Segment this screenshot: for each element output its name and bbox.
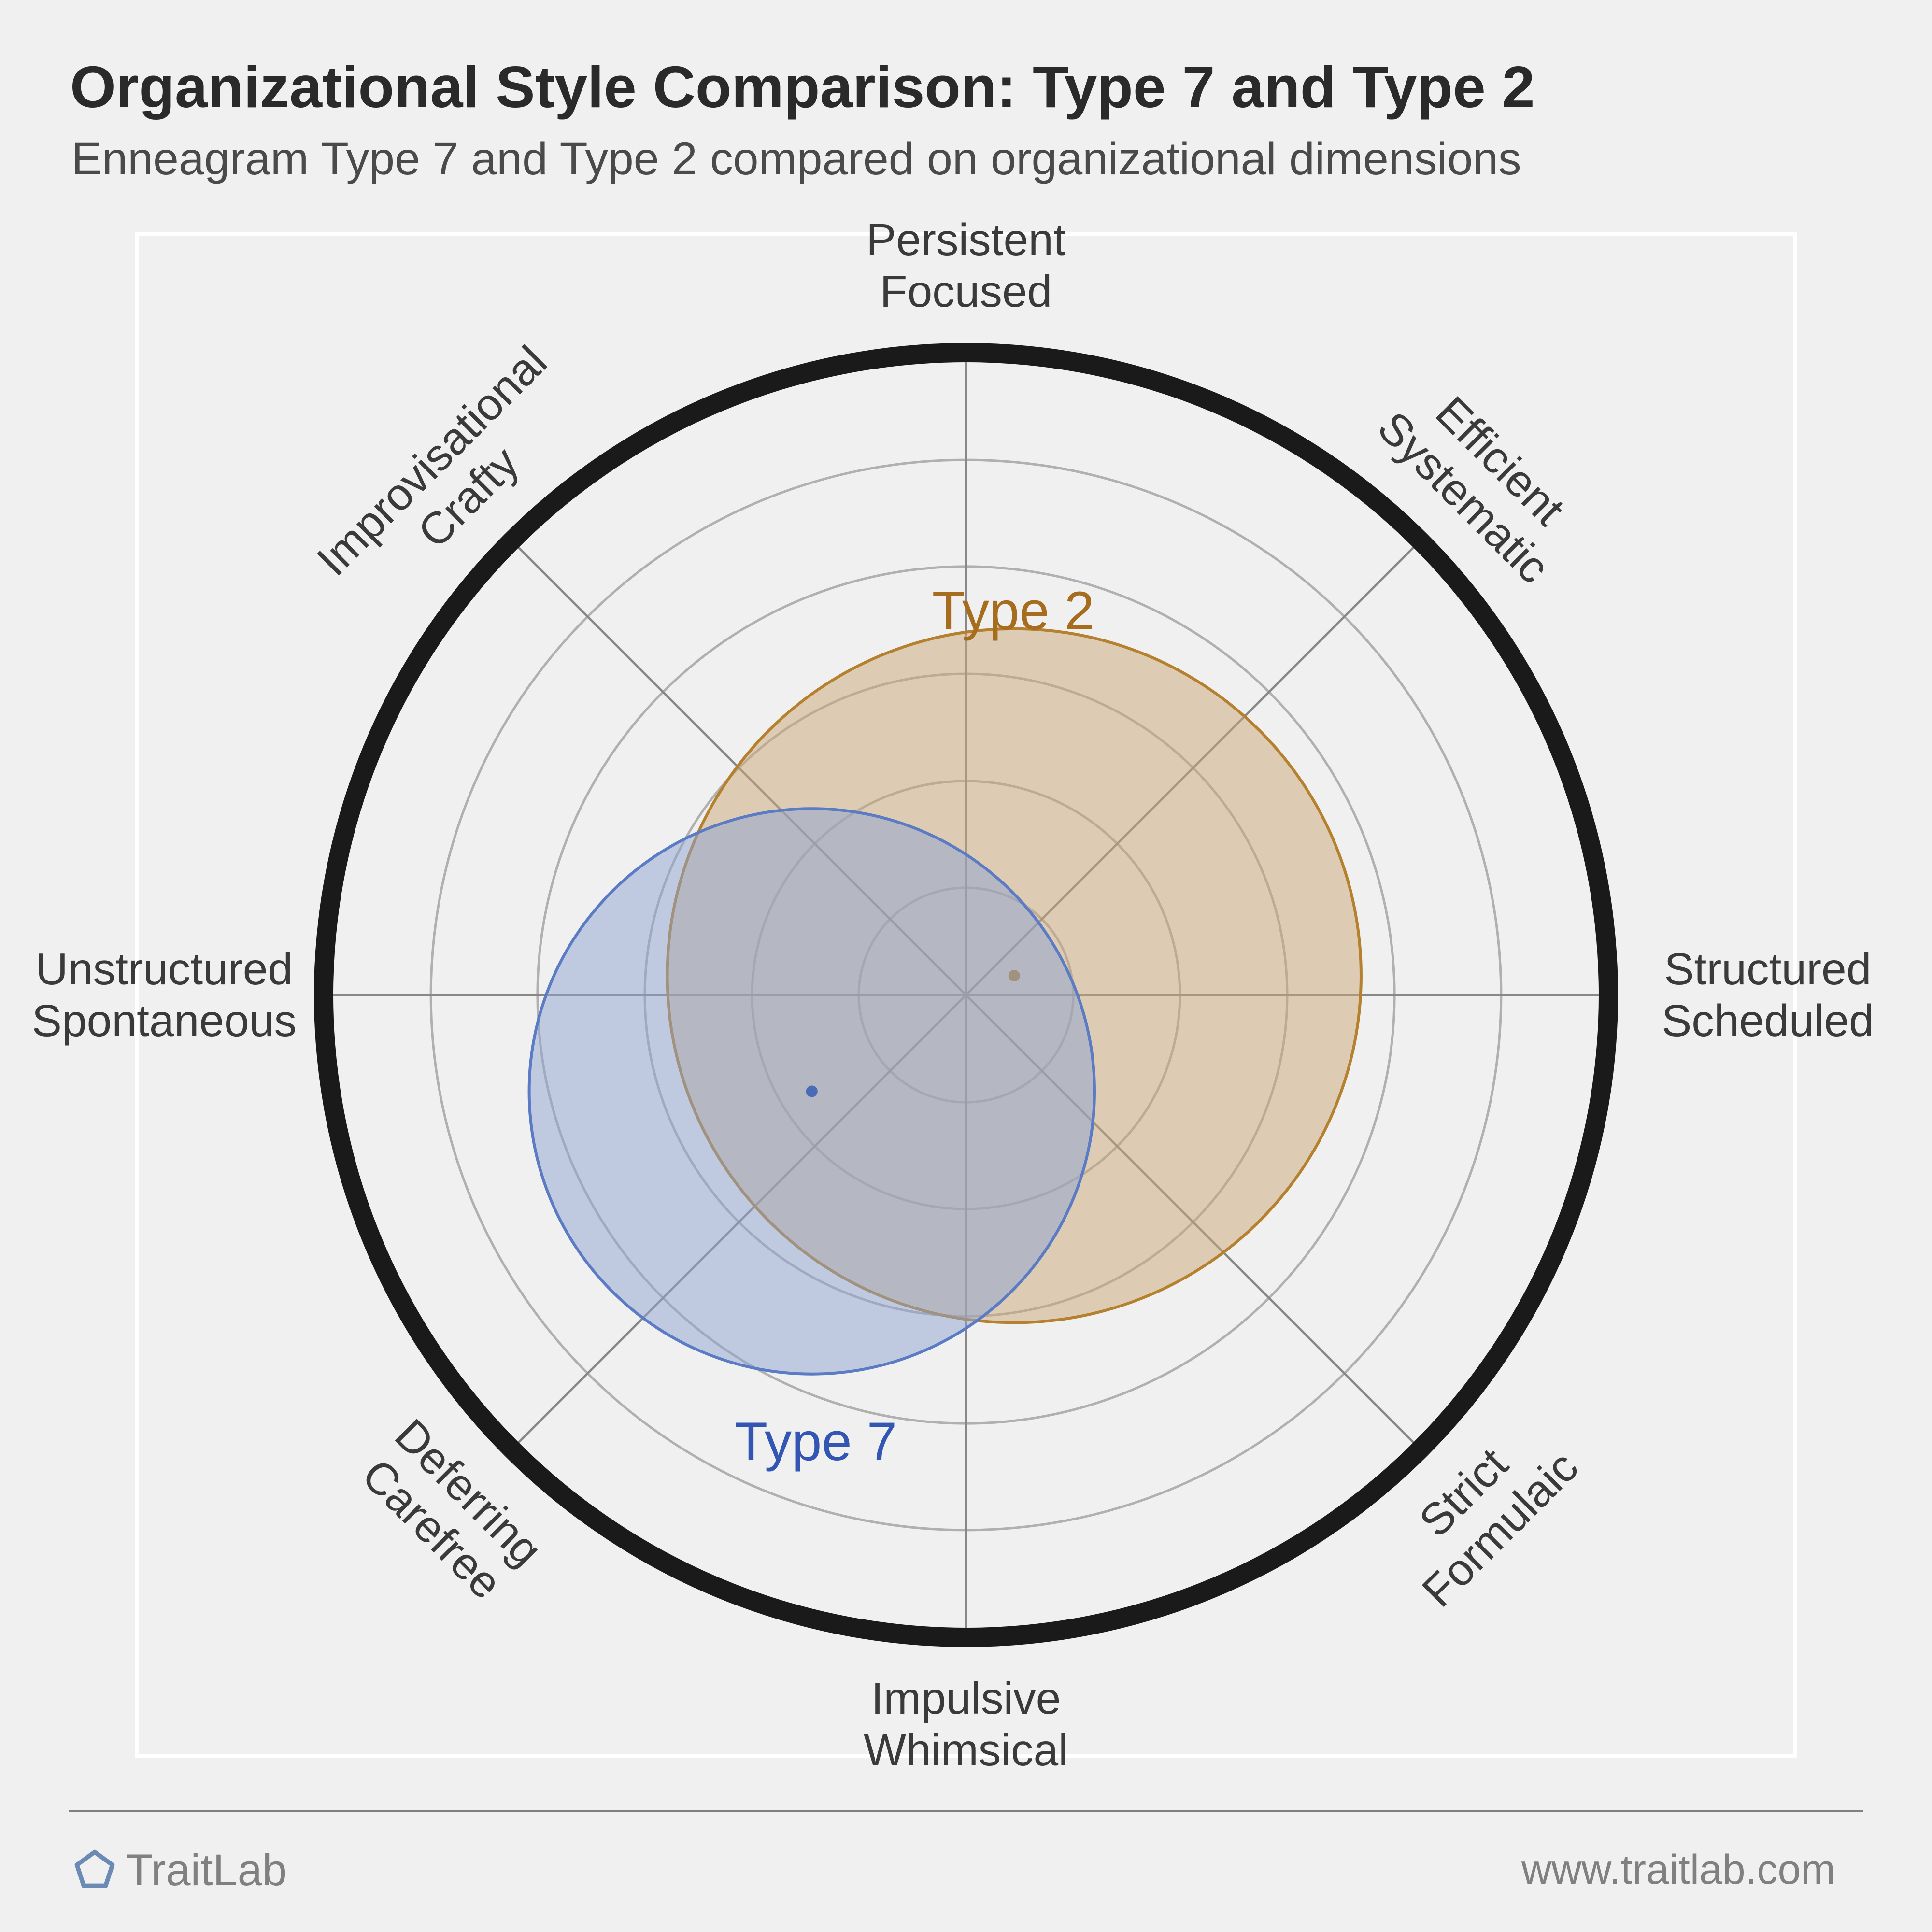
footer-brand: TraitLab (72, 1845, 287, 1896)
chart-subtitle: Enneagram Type 7 and Type 2 compared on … (71, 133, 1521, 185)
chart-title: Organizational Style Comparison: Type 7 … (70, 53, 1535, 121)
axis-label: Unstructured Spontaneous (32, 943, 297, 1047)
series-label-type2: Type 2 (932, 580, 1094, 642)
polar-chart (135, 232, 1797, 1758)
page-root: Organizational Style Comparison: Type 7 … (0, 0, 1932, 1932)
series-label-type7: Type 7 (735, 1410, 897, 1473)
axis-label: Persistent Focused (866, 214, 1066, 317)
footer-brand-text: TraitLab (126, 1845, 287, 1896)
axis-label: Structured Scheduled (1662, 943, 1874, 1047)
footer-divider (69, 1810, 1863, 1812)
axis-label: Impulsive Whimsical (864, 1673, 1068, 1776)
footer-url: www.traitlab.com (1521, 1846, 1835, 1894)
pentagon-icon (72, 1848, 117, 1893)
